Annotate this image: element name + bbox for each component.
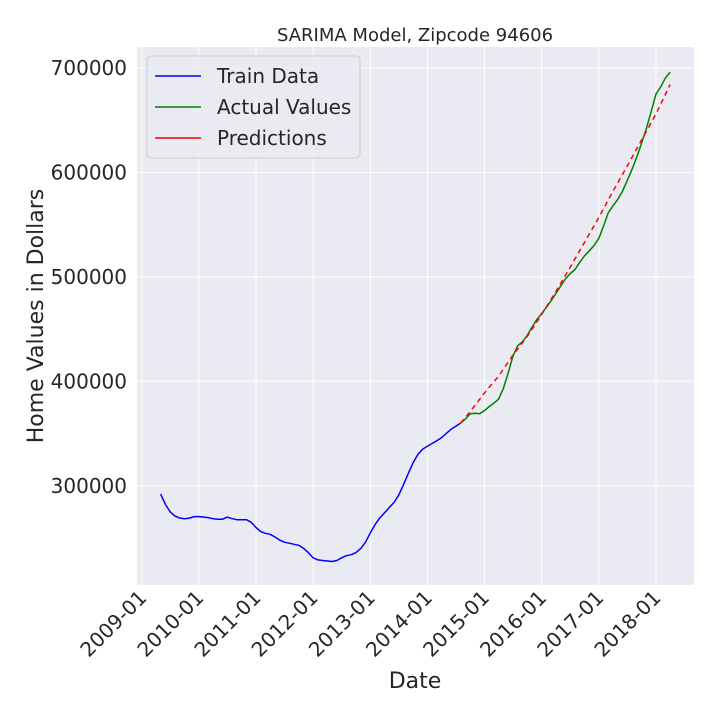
y-tick-label: 500000	[51, 265, 127, 289]
x-axis-title: Date	[389, 669, 442, 694]
y-tick-label: 400000	[51, 369, 127, 393]
series-layer	[159, 71, 671, 563]
y-tick-label: 300000	[51, 474, 127, 498]
chart-title: SARIMA Model, Zipcode 94606	[277, 25, 553, 46]
y-tick-label: 600000	[51, 160, 127, 184]
series-train-data	[159, 422, 462, 563]
legend-box	[146, 55, 361, 159]
y-axis-title: Home Values in Dollars	[24, 189, 49, 444]
grid	[137, 47, 694, 585]
series-predictions	[460, 84, 671, 424]
series-actual-values	[460, 71, 671, 424]
legend-label-predictions: Predictions	[217, 126, 327, 150]
legend-label-actual: Actual Values	[217, 95, 351, 119]
legend-label-train: Train Data	[216, 64, 319, 88]
legend: Train Data Actual Values Predictions	[146, 55, 361, 159]
y-tick-label: 700000	[51, 56, 127, 80]
y-axis-ticks: 300000 400000 500000 600000 700000	[51, 56, 127, 498]
